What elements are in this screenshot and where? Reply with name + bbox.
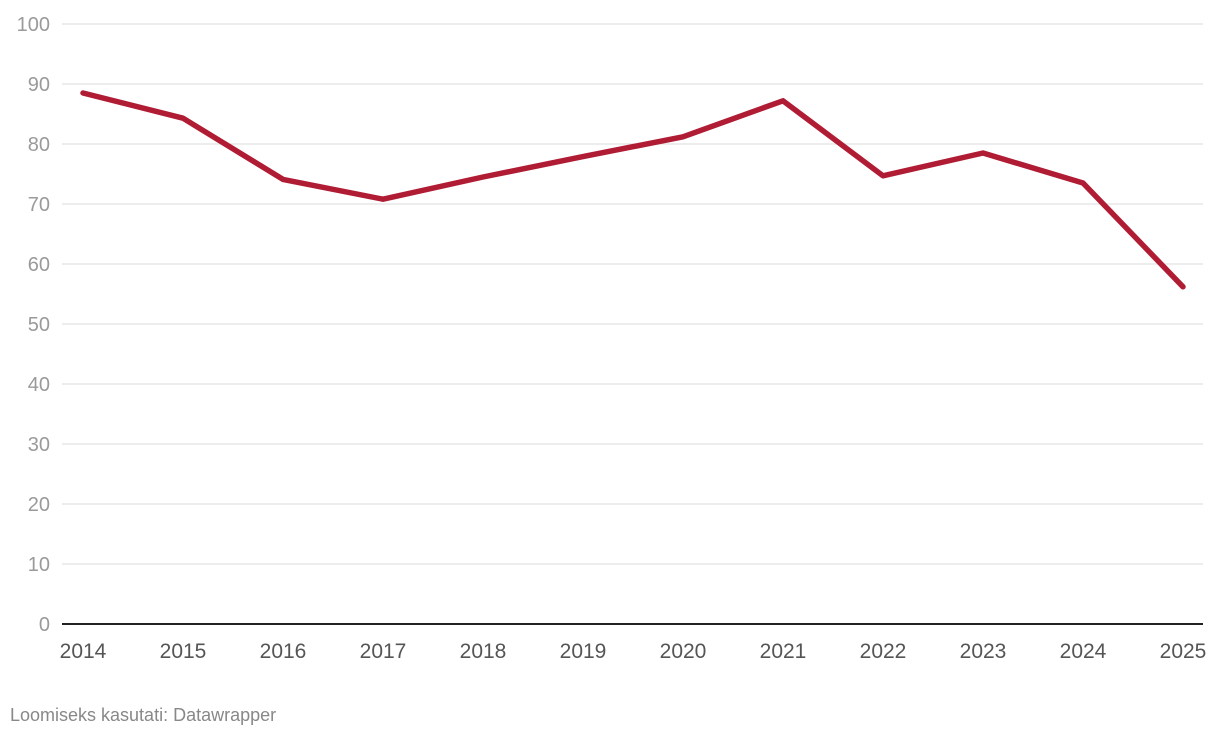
y-tick-label: 60 <box>28 254 50 276</box>
series-line-0 <box>80 90 1186 290</box>
x-tick-label: 2015 <box>160 640 207 663</box>
y-tick-label: 10 <box>28 554 50 576</box>
x-tick-label: 2022 <box>860 640 907 663</box>
y-tick-label: 20 <box>28 494 50 516</box>
y-tick-label: 80 <box>28 134 50 156</box>
y-axis-tick-labels: 0 10 20 30 40 50 60 70 80 90 100 <box>17 14 50 636</box>
x-axis-tick-labels: 2014 2015 2016 2017 2018 2019 2020 2021 2022 2023… <box>60 640 1207 663</box>
series-lines <box>80 90 1186 290</box>
x-tick-label: 2017 <box>360 640 407 663</box>
x-tick-label: 2021 <box>760 640 807 663</box>
x-tick-label: 2020 <box>660 640 707 663</box>
y-tick-label: 50 <box>28 314 50 336</box>
footer-credit: Loomiseks kasutati: Datawrapper <box>10 705 277 725</box>
y-tick-label: 100 <box>17 14 50 36</box>
x-tick-label: 2024 <box>1060 640 1107 663</box>
x-tick-label: 2014 <box>60 640 107 663</box>
x-tick-label: 2016 <box>260 640 307 663</box>
x-tick-label: 2019 <box>560 640 607 663</box>
x-tick-label: 2023 <box>960 640 1007 663</box>
x-tick-label: 2018 <box>460 640 507 663</box>
y-tick-label: 0 <box>39 614 50 636</box>
y-tick-label: 40 <box>28 374 50 396</box>
y-tick-label: 30 <box>28 434 50 456</box>
y-tick-label: 70 <box>28 194 50 216</box>
gridlines <box>62 23 1203 565</box>
y-tick-label: 90 <box>28 74 50 96</box>
x-tick-label: 2025 <box>1160 640 1207 663</box>
